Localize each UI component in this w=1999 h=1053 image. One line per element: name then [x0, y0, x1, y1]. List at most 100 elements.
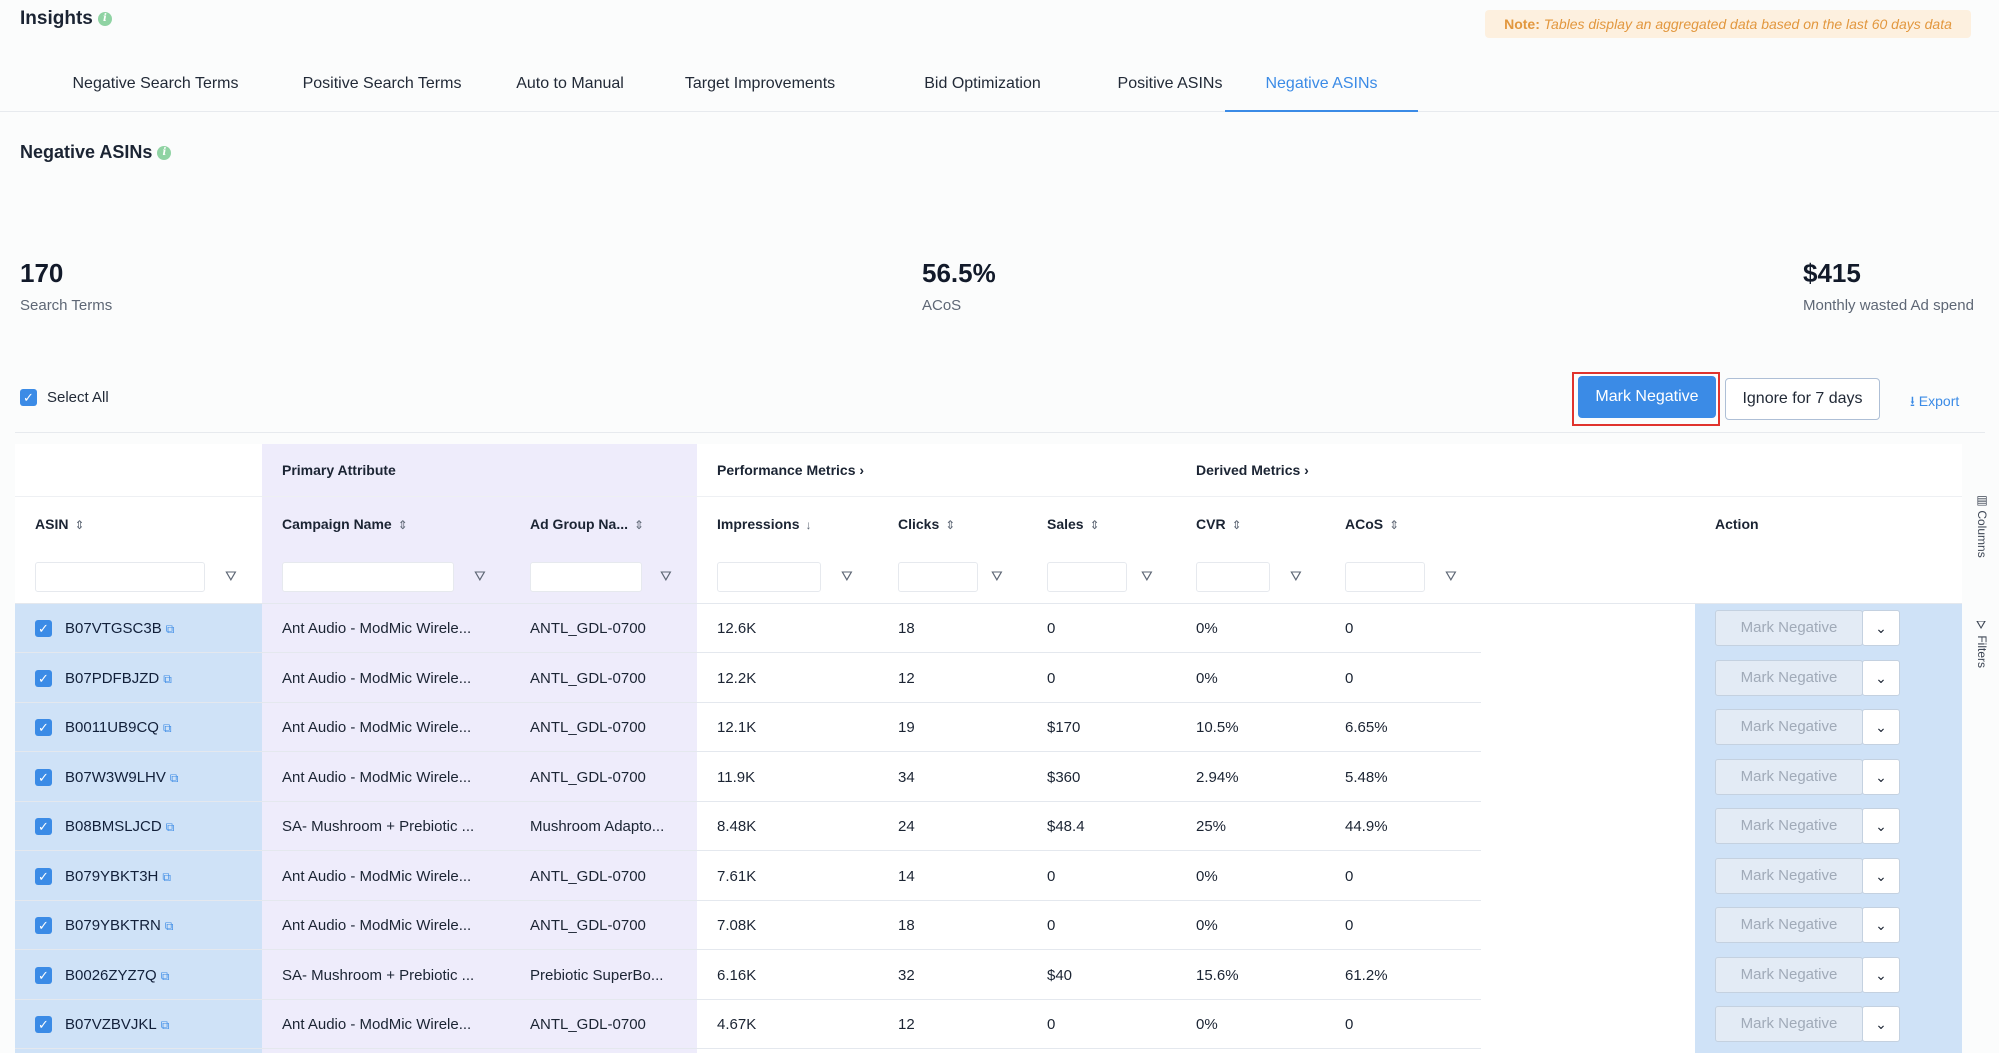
tab-bid-optimization[interactable]: Bid Optimization — [924, 75, 1041, 92]
col-adgroup[interactable]: Ad Group Na... ⇕ — [530, 498, 644, 551]
sort-icon[interactable]: ⇕ — [634, 518, 645, 532]
chevron-down-icon[interactable]: ⌄ — [1862, 857, 1900, 894]
table-row[interactable]: ✓ B079YBKTRN ⧉ Ant Audio - ModMic Wirele...… — [15, 901, 1962, 950]
group-derived-metrics[interactable]: Derived Metrics › — [1196, 444, 1309, 496]
external-link-icon[interactable]: ⧉ — [160, 968, 170, 983]
tab-negative-asins[interactable]: Negative ASINs — [1225, 62, 1418, 112]
table-row[interactable]: ✓ B07VZBVJKL ⧉ Ant Audio - ModMic Wirele...… — [15, 1000, 1962, 1049]
asin-link[interactable]: B08BMSLJCD — [65, 818, 162, 835]
asin-link[interactable]: B07PDFBJZD — [65, 669, 160, 687]
select-all-checkbox[interactable]: ✓ — [20, 389, 37, 406]
row-checkbox[interactable]: ✓ — [35, 768, 52, 786]
row-mark-negative-button[interactable]: Mark Negative — [1715, 808, 1863, 844]
asin-link[interactable]: B079YBKT3H — [65, 867, 159, 885]
tab-negative-search-terms[interactable]: Negative Search Terms — [72, 75, 239, 92]
asin-cell[interactable]: B07VTGSC3B ⧉ — [65, 604, 174, 654]
chevron-down-icon[interactable]: ⌄ — [1862, 659, 1900, 696]
filter-icon[interactable]: ⛛ — [1290, 568, 1302, 584]
row-checkbox[interactable]: ✓ — [35, 966, 52, 984]
sort-icon[interactable]: ⇕ — [1231, 518, 1242, 532]
asin-link[interactable]: B0011UB9CQ — [65, 719, 159, 736]
row-mark-negative-button[interactable]: Mark Negative — [1715, 709, 1863, 745]
table-row[interactable]: ✓ B07PDFBJZD ⧉ Ant Audio - ModMic Wirele...… — [15, 654, 1962, 703]
row-mark-negative-button[interactable]: Mark Negative — [1715, 1006, 1863, 1042]
select-all[interactable]: ✓ Select All — [20, 389, 109, 406]
row-mark-negative-button[interactable]: Mark Negative — [1715, 610, 1863, 646]
external-link-icon[interactable]: ⧉ — [164, 919, 174, 933]
filter-icon[interactable]: ⛛ — [474, 568, 486, 584]
asin-cell[interactable]: B08BMSLJCD ⧉ — [65, 802, 174, 852]
filter-icon[interactable]: ⛛ — [1445, 568, 1457, 584]
filter-icon[interactable]: ⛛ — [991, 568, 1003, 584]
asin-cell[interactable]: B07W3W9LHV ⧉ — [65, 753, 178, 803]
filter-icon[interactable]: ⛛ — [1141, 568, 1153, 584]
sort-icon[interactable]: ⇕ — [1089, 518, 1100, 532]
filter-icon[interactable]: ⛛ — [225, 568, 237, 584]
cvr-filter-input[interactable] — [1196, 562, 1270, 592]
mark-negative-button[interactable]: Mark Negative — [1578, 376, 1716, 418]
filter-icon[interactable]: ⛛ — [841, 568, 853, 584]
col-campaign[interactable]: Campaign Name ⇕ — [282, 498, 408, 551]
col-asin[interactable]: ASIN ⇕ — [35, 498, 85, 551]
table-row[interactable]: ✓ B08BMSLJCD ⧉ SA- Mushroom + Prebiotic ...… — [15, 802, 1962, 851]
row-checkbox[interactable]: ✓ — [35, 867, 52, 885]
row-mark-negative-button[interactable]: Mark Negative — [1715, 659, 1863, 696]
col-acos[interactable]: ACoS ⇕ — [1345, 498, 1399, 551]
external-link-icon[interactable]: ⧉ — [162, 869, 171, 884]
campaign-filter-input[interactable] — [282, 562, 454, 592]
sort-icon[interactable]: ⇕ — [1389, 518, 1400, 532]
columns-panel-toggle[interactable]: ▤ Columns — [1969, 493, 1989, 558]
row-checkbox[interactable]: ✓ — [35, 719, 52, 736]
sort-icon[interactable]: ⇕ — [74, 518, 85, 532]
tab-target-improvements[interactable]: Target Improvements — [684, 75, 836, 92]
asin-cell[interactable]: B0011UB9CQ ⧉ — [65, 703, 172, 753]
table-row[interactable]: ✓ B0026ZYZ7Q ⧉ SA- Mushroom + Prebiotic ...… — [15, 951, 1962, 1000]
asin-cell[interactable]: B079YBKT3H ⧉ — [65, 852, 171, 902]
row-checkbox[interactable]: ✓ — [35, 669, 52, 687]
filters-panel-toggle[interactable]: ⛛ Filters — [1969, 620, 1989, 668]
chevron-down-icon[interactable]: ⌄ — [1862, 1006, 1900, 1042]
group-performance-metrics[interactable]: Performance Metrics › — [717, 444, 864, 496]
external-link-icon[interactable]: ⧉ — [162, 721, 172, 735]
asin-link[interactable]: B07VTGSC3B — [65, 620, 162, 637]
external-link-icon[interactable]: ⧉ — [165, 820, 175, 834]
row-checkbox[interactable]: ✓ — [35, 620, 52, 637]
external-link-icon[interactable]: ⧉ — [169, 770, 179, 785]
row-checkbox[interactable]: ✓ — [35, 917, 52, 934]
table-row[interactable]: ✓ B07W3W9LHV ⧉ Ant Audio - ModMic Wirele...… — [15, 753, 1962, 802]
asin-link[interactable]: B07W3W9LHV — [65, 768, 166, 786]
acos-filter-input[interactable] — [1345, 562, 1425, 592]
filter-icon[interactable]: ⛛ — [660, 568, 672, 584]
chevron-down-icon[interactable]: ⌄ — [1862, 709, 1900, 745]
col-clicks[interactable]: Clicks ⇕ — [898, 498, 955, 551]
clicks-filter-input[interactable] — [898, 562, 978, 592]
ignore-7-days-button[interactable]: Ignore for 7 days — [1725, 378, 1880, 420]
chevron-down-icon[interactable]: ⌄ — [1862, 956, 1900, 993]
tab-auto-to-manual[interactable]: Auto to Manual — [516, 75, 624, 92]
col-impressions[interactable]: Impressions ↓ — [717, 498, 811, 551]
external-link-icon[interactable]: ⧉ — [165, 622, 175, 636]
asin-link[interactable]: B0026ZYZ7Q — [65, 966, 157, 984]
external-link-icon[interactable]: ⧉ — [163, 671, 172, 686]
tab-positive-search-terms[interactable]: Positive Search Terms — [302, 75, 462, 92]
adgroup-filter-input[interactable] — [530, 562, 642, 592]
asin-filter-input[interactable] — [35, 562, 205, 592]
asin-cell[interactable]: B079YBKTRN ⧉ — [65, 901, 173, 951]
sort-icon[interactable]: ⇕ — [945, 518, 956, 532]
sales-filter-input[interactable] — [1047, 562, 1127, 592]
impressions-filter-input[interactable] — [717, 562, 821, 592]
section-info-icon[interactable]: i — [157, 146, 172, 161]
row-mark-negative-button[interactable]: Mark Negative — [1715, 907, 1863, 943]
chevron-down-icon[interactable]: ⌄ — [1862, 610, 1900, 646]
row-mark-negative-button[interactable]: Mark Negative — [1715, 758, 1863, 795]
col-cvr[interactable]: CVR ⇕ — [1196, 498, 1242, 551]
row-mark-negative-button[interactable]: Mark Negative — [1715, 857, 1863, 894]
asin-cell[interactable]: B0026ZYZ7Q ⧉ — [65, 951, 169, 1001]
asin-cell[interactable]: B07VZBVJKL ⧉ — [65, 1000, 169, 1050]
asin-link[interactable]: B079YBKTRN — [65, 917, 161, 934]
row-mark-negative-button[interactable]: Mark Negative — [1715, 956, 1863, 993]
table-row[interactable]: ✓ B07VTGSC3B ⧉ Ant Audio - ModMic Wirele...… — [15, 604, 1962, 653]
sort-icon[interactable]: ⇕ — [397, 518, 408, 532]
sort-desc-icon[interactable]: ↓ — [805, 518, 812, 532]
table-row[interactable]: ✓ B079YBKT3H ⧉ Ant Audio - ModMic Wirele...… — [15, 852, 1962, 901]
